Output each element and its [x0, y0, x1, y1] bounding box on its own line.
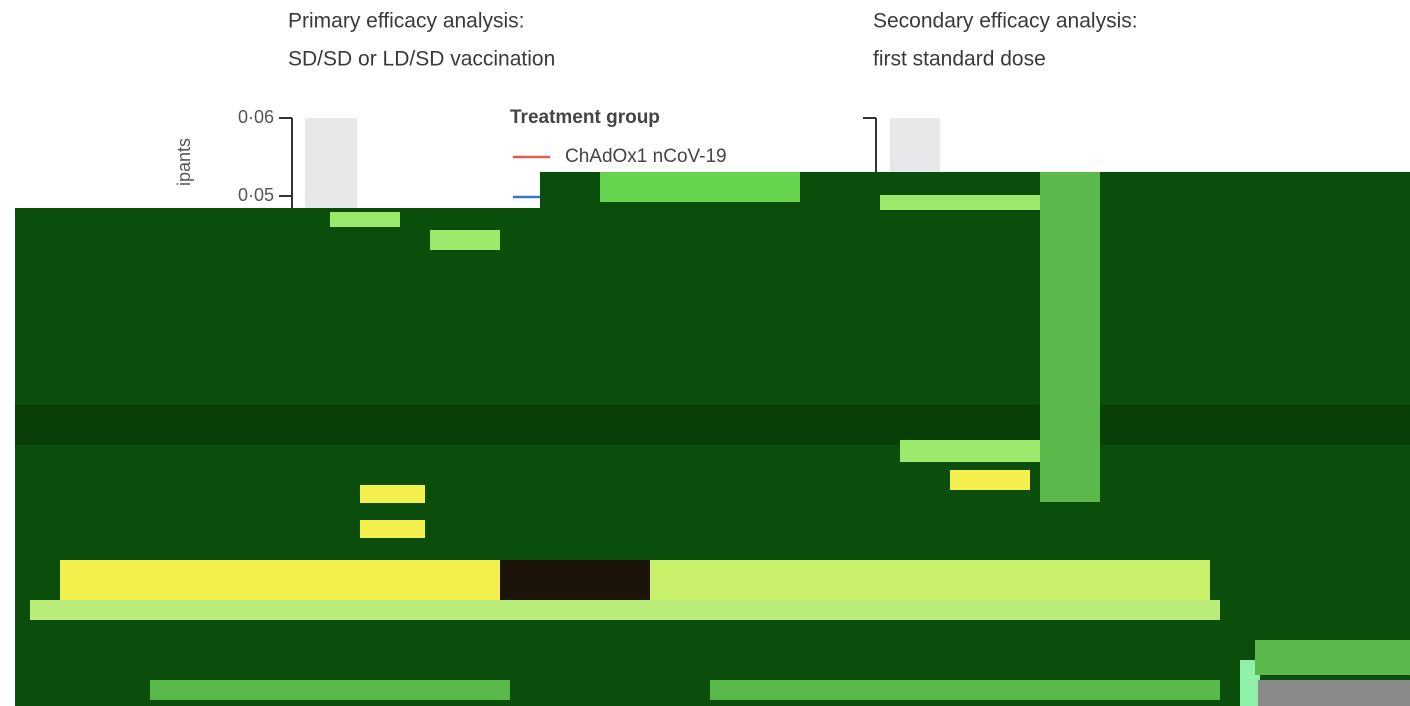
- corrupted-area: [15, 172, 1410, 706]
- panel-title: first standard dose: [873, 48, 1046, 71]
- y-tick-label: 0·05: [238, 185, 274, 205]
- y-tick-label: 0·06: [238, 107, 274, 127]
- panel-title: SD/SD or LD/SD vaccination: [288, 48, 555, 71]
- legend-title: Treatment group: [510, 107, 660, 128]
- panel-title: Secondary efficacy analysis:: [873, 10, 1138, 33]
- panel-title: Primary efficacy analysis:: [288, 10, 525, 33]
- y-axis-label: ipants: [174, 138, 194, 186]
- legend-label: ChAdOx1 nCoV-19: [565, 146, 727, 167]
